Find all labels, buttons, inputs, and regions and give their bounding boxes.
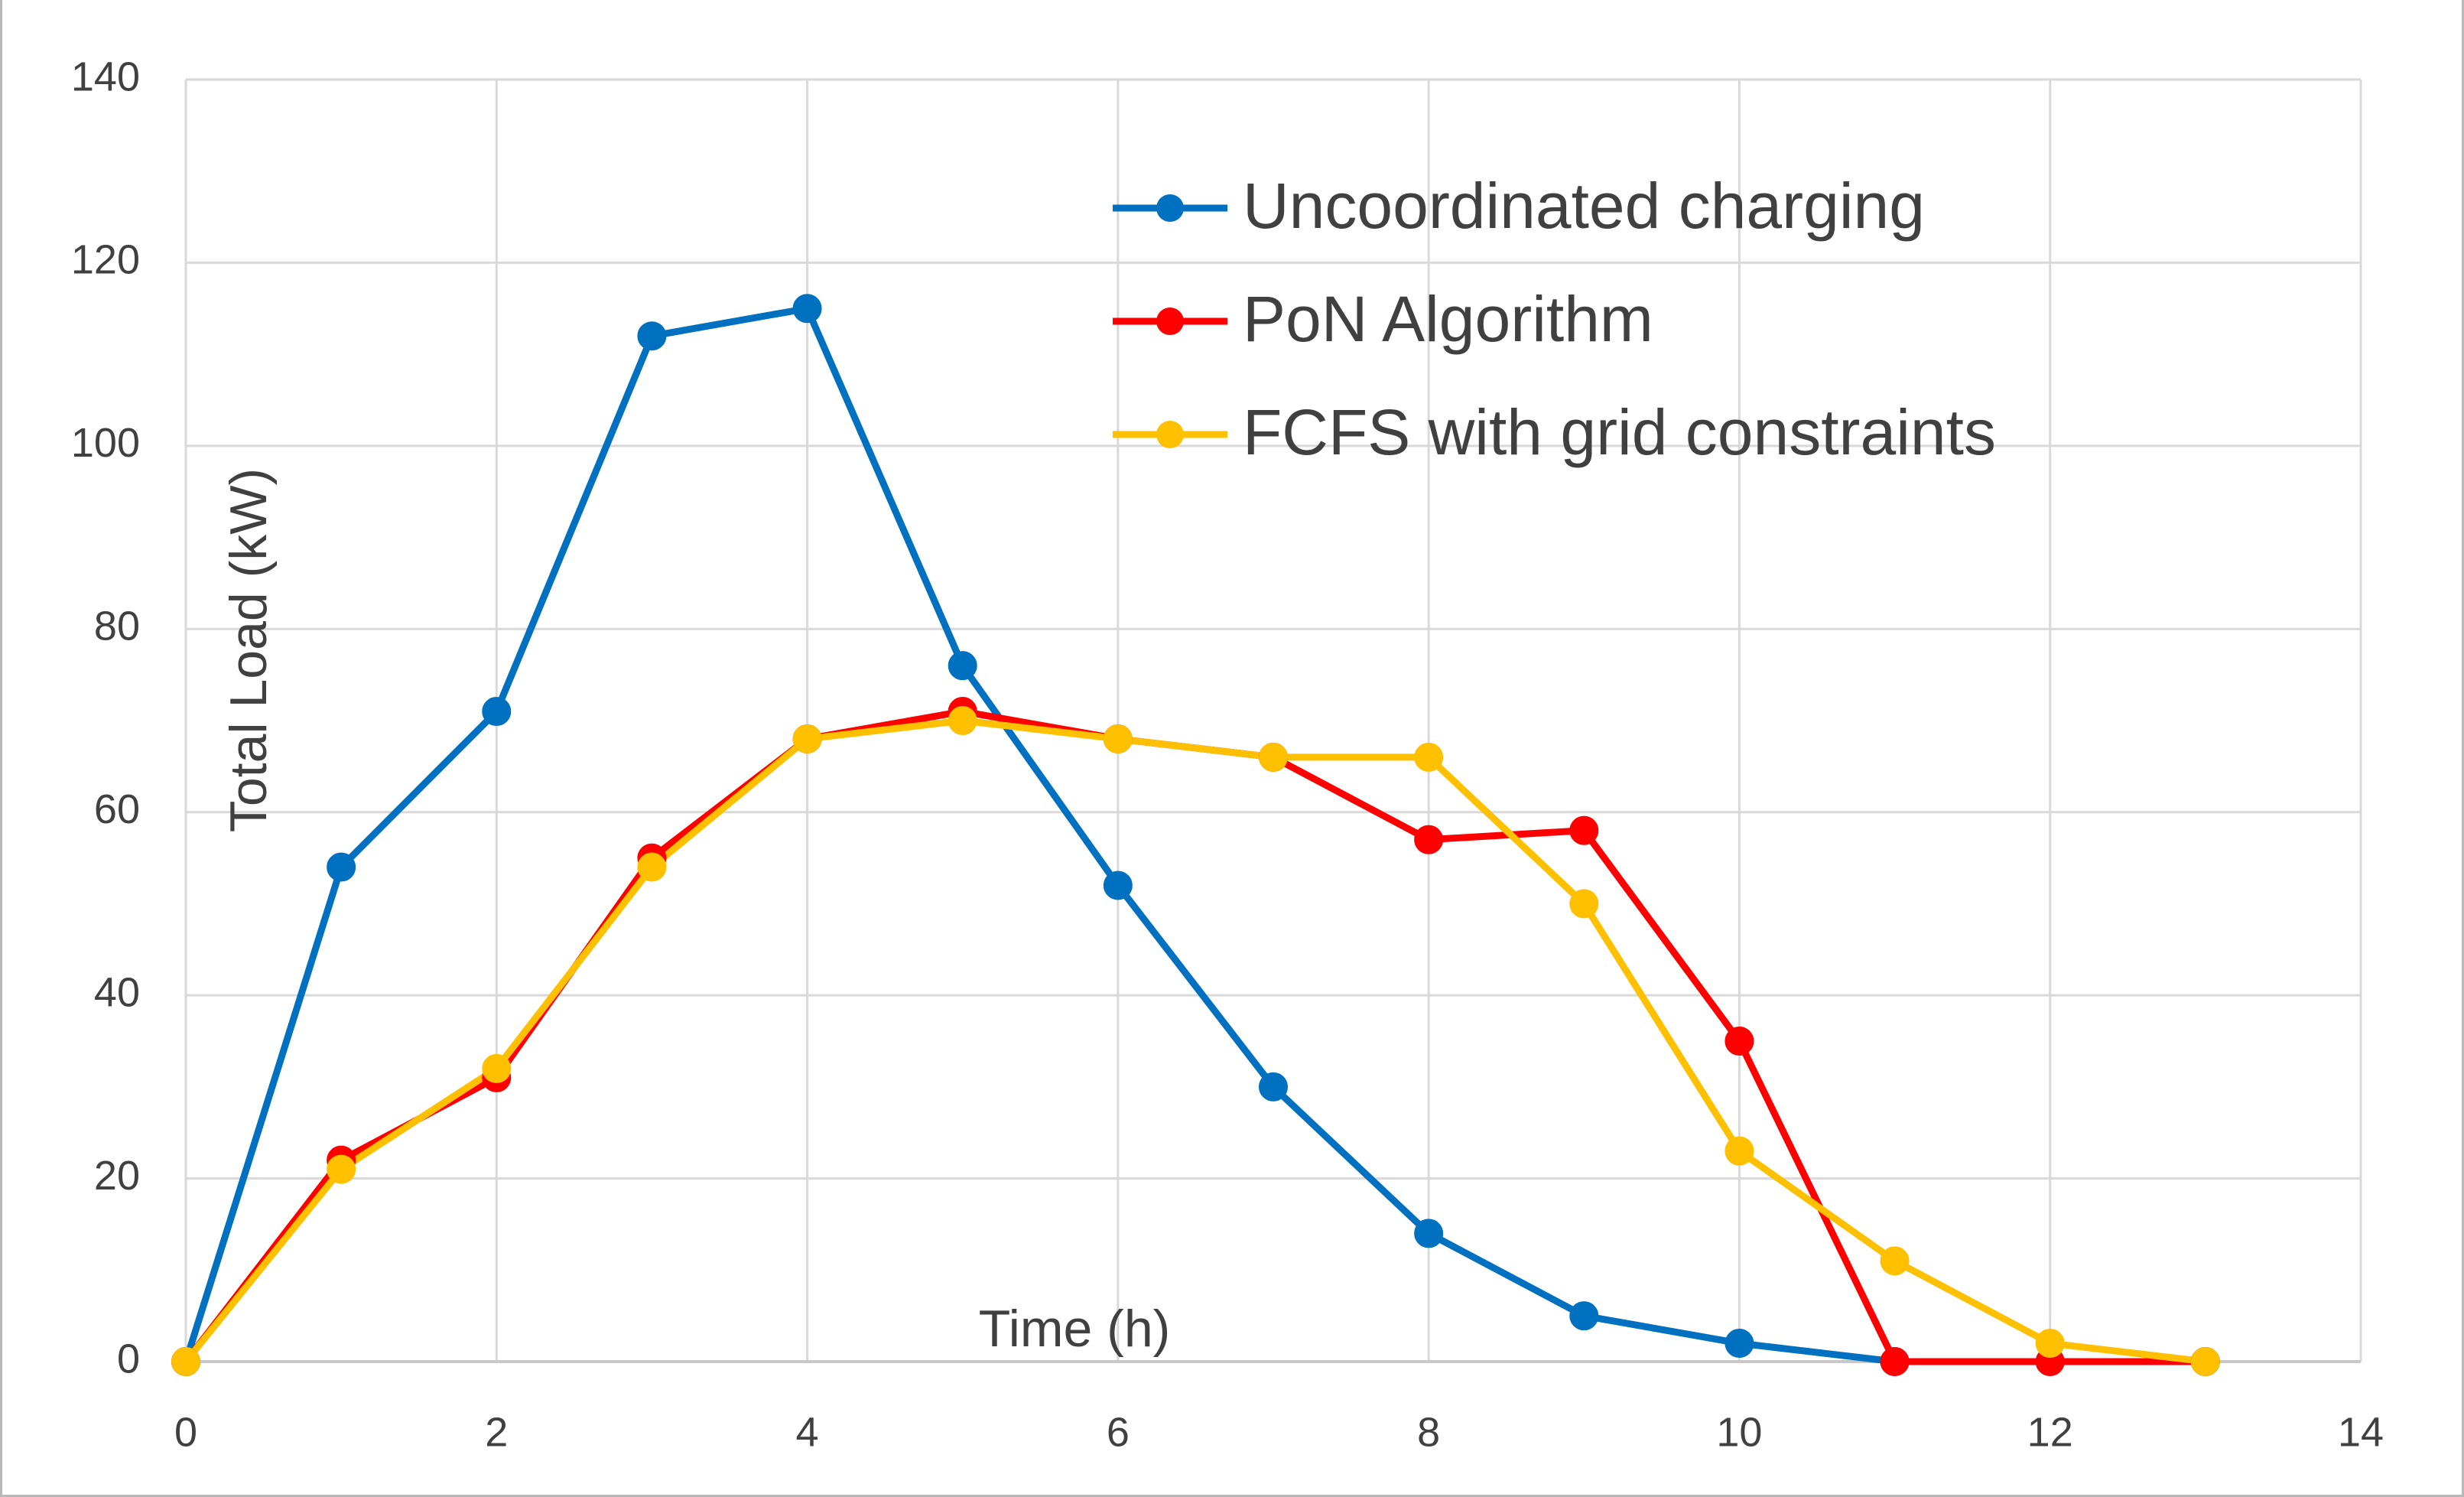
series-0-point-2 [482, 697, 512, 727]
grid-layer [184, 78, 2362, 1363]
x-tick-label-8: 8 [1417, 1409, 1440, 1455]
series-2-point-0 [171, 1347, 200, 1376]
y-tick-label-120: 120 [71, 237, 140, 283]
series-2-point-13 [2190, 1347, 2220, 1376]
y-tick-label-140: 140 [71, 54, 140, 99]
series-0-point-6 [1103, 871, 1133, 900]
series-0-point-9 [1569, 1301, 1599, 1331]
legend-label-0: Uncoordinated charging [1243, 170, 1925, 242]
series-2-point-7 [1259, 742, 1288, 772]
x-tick-label-0: 0 [174, 1409, 197, 1455]
series-0-point-1 [327, 852, 356, 882]
series-0-point-5 [948, 651, 977, 681]
legend-label-1: PoN Algorithm [1243, 283, 1653, 355]
series-2-point-5 [948, 706, 977, 735]
chart-frame-bottom [0, 1495, 2464, 1497]
series-2-point-1 [327, 1154, 356, 1184]
series-line-0 [182, 304, 2209, 1365]
y-tick-label-100: 100 [71, 420, 140, 466]
series-2-point-4 [792, 724, 822, 753]
series-0-point-7 [1259, 1072, 1288, 1102]
y-tick-label-60: 60 [94, 786, 140, 832]
series-2-point-2 [482, 1053, 512, 1083]
series-1-point-9 [1569, 815, 1599, 845]
x-tick-label-10: 10 [1716, 1409, 1762, 1455]
x-tick-label-6: 6 [1107, 1409, 1130, 1455]
series-2-point-10 [1724, 1136, 1754, 1166]
series-1-point-10 [1724, 1027, 1754, 1056]
series-2-point-3 [637, 852, 667, 882]
y-tick-label-80: 80 [94, 604, 140, 649]
legend-marker-1 [1156, 308, 1184, 335]
x-tick-label-4: 4 [796, 1409, 819, 1455]
y-tick-label-20: 20 [94, 1153, 140, 1199]
series-line-2 [182, 717, 2209, 1365]
legend-marker-0 [1156, 194, 1184, 222]
y-axis-title: Total Load (kW) [219, 468, 278, 832]
series-0-point-8 [1414, 1219, 1444, 1248]
series-2-point-12 [2035, 1329, 2065, 1359]
x-tick-label-12: 12 [2027, 1409, 2073, 1455]
x-tick-label-14: 14 [2338, 1409, 2384, 1455]
chart-frame-left [0, 0, 2, 1497]
series-0-point-4 [792, 294, 822, 324]
series-2-point-9 [1569, 889, 1599, 919]
series-2-point-11 [1880, 1246, 1910, 1276]
legend: Uncoordinated charging PoN Algorithm FCFS … [1113, 170, 1996, 468]
series-1-point-8 [1414, 825, 1444, 854]
x-axis-title: Time (h) [979, 1300, 1171, 1358]
series-2-point-6 [1103, 724, 1133, 753]
legend-label-2: FCFS with grid constraints [1243, 396, 1996, 468]
series-0-point-10 [1724, 1329, 1754, 1359]
series-layer [171, 294, 2220, 1376]
series-0-point-3 [637, 321, 667, 351]
y-tick-label-0: 0 [117, 1336, 140, 1381]
axis-layer: 0 20 40 60 80 100 120 140 0 2 4 6 8 10 12 14 [71, 54, 2384, 1455]
chart-frame-right [2462, 0, 2464, 1497]
y-tick-label-40: 40 [94, 969, 140, 1015]
series-1-point-11 [1880, 1347, 1910, 1376]
legend-marker-2 [1156, 421, 1184, 448]
series-2-point-8 [1414, 742, 1444, 772]
x-tick-label-2: 2 [485, 1409, 508, 1455]
